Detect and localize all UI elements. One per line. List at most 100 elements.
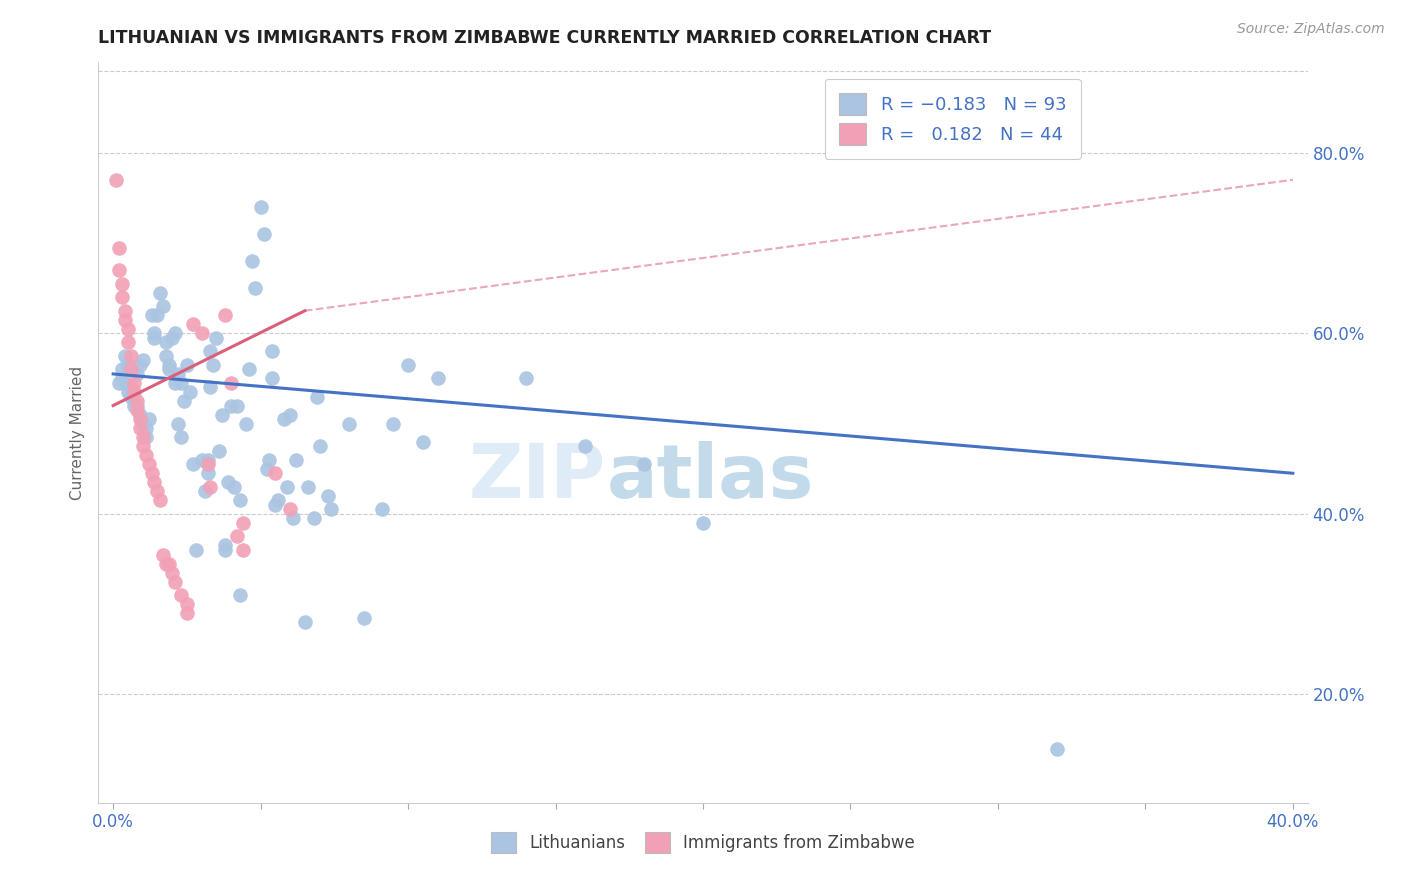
Point (633, 457, 655, 471)
Point (305, 390, 328, 404)
Point (197, 452, 219, 467)
Point (574, 439, 596, 453)
Point (214, 543, 236, 558)
Point (152, 299, 174, 313)
Point (108, 376, 131, 390)
Point (128, 412, 150, 426)
Point (214, 539, 236, 553)
Point (259, 452, 281, 467)
Point (278, 408, 301, 422)
Point (208, 443, 231, 458)
Point (170, 588, 193, 602)
Point (176, 606, 198, 620)
Point (141, 308, 163, 322)
Point (194, 484, 217, 499)
Text: Source: ZipAtlas.com: Source: ZipAtlas.com (1237, 22, 1385, 37)
Point (262, 344, 284, 359)
Point (297, 480, 319, 494)
Point (176, 597, 198, 611)
Point (160, 566, 183, 580)
Legend: Lithuanians, Immigrants from Zimbabwe: Lithuanians, Immigrants from Zimbabwe (482, 824, 924, 861)
Point (217, 475, 239, 490)
Point (226, 529, 249, 543)
Point (114, 349, 136, 363)
Point (238, 362, 260, 376)
Point (202, 358, 225, 372)
Point (108, 263, 131, 277)
Point (135, 421, 157, 435)
Point (278, 502, 301, 516)
Point (157, 362, 180, 376)
Point (692, 516, 714, 530)
Point (152, 548, 174, 562)
Point (149, 285, 172, 300)
Point (256, 461, 278, 475)
Point (138, 412, 160, 426)
Point (125, 403, 148, 417)
Point (515, 371, 537, 385)
Point (229, 493, 252, 508)
Point (157, 358, 180, 372)
Point (122, 394, 145, 409)
Point (200, 344, 222, 359)
Point (160, 331, 183, 345)
Point (122, 399, 145, 413)
Point (235, 417, 257, 431)
Point (155, 349, 177, 363)
Point (111, 290, 134, 304)
Text: ZIP: ZIP (470, 441, 606, 514)
Point (285, 452, 308, 467)
Point (396, 358, 419, 372)
Point (135, 430, 157, 444)
Point (128, 408, 150, 422)
Point (219, 376, 242, 390)
Point (155, 557, 177, 571)
Point (120, 349, 142, 363)
Point (179, 384, 201, 399)
Point (111, 371, 134, 385)
Point (181, 318, 204, 332)
Point (200, 480, 222, 494)
Point (267, 493, 290, 508)
Point (122, 376, 145, 390)
Point (117, 384, 139, 399)
Point (308, 439, 330, 453)
Point (264, 498, 287, 512)
Point (143, 475, 166, 490)
Point (117, 322, 139, 336)
Point (146, 308, 169, 322)
Point (131, 430, 153, 444)
Point (219, 399, 242, 413)
Point (321, 502, 343, 516)
Point (111, 277, 134, 291)
Text: LITHUANIAN VS IMMIGRANTS FROM ZIMBABWE CURRENTLY MARRIED CORRELATION CHART: LITHUANIAN VS IMMIGRANTS FROM ZIMBABWE C… (98, 29, 991, 47)
Point (214, 308, 236, 322)
Point (184, 543, 207, 558)
Point (273, 412, 295, 426)
Point (138, 457, 160, 471)
Point (135, 448, 157, 462)
Point (426, 371, 449, 385)
Point (197, 467, 219, 481)
Point (197, 457, 219, 471)
Point (200, 380, 222, 394)
Point (412, 434, 434, 449)
Point (190, 326, 212, 341)
Point (205, 331, 228, 345)
Point (131, 439, 153, 453)
Point (165, 326, 187, 341)
Point (170, 430, 193, 444)
Point (249, 200, 271, 214)
Point (125, 394, 148, 409)
Point (128, 421, 150, 435)
Point (1046, 741, 1069, 756)
Point (211, 408, 233, 422)
Point (157, 557, 180, 571)
Y-axis label: Currently Married: Currently Married (70, 366, 86, 500)
Point (318, 489, 340, 503)
Point (337, 417, 360, 431)
Point (190, 452, 212, 467)
Point (232, 543, 254, 558)
Point (131, 353, 153, 368)
Point (222, 480, 245, 494)
